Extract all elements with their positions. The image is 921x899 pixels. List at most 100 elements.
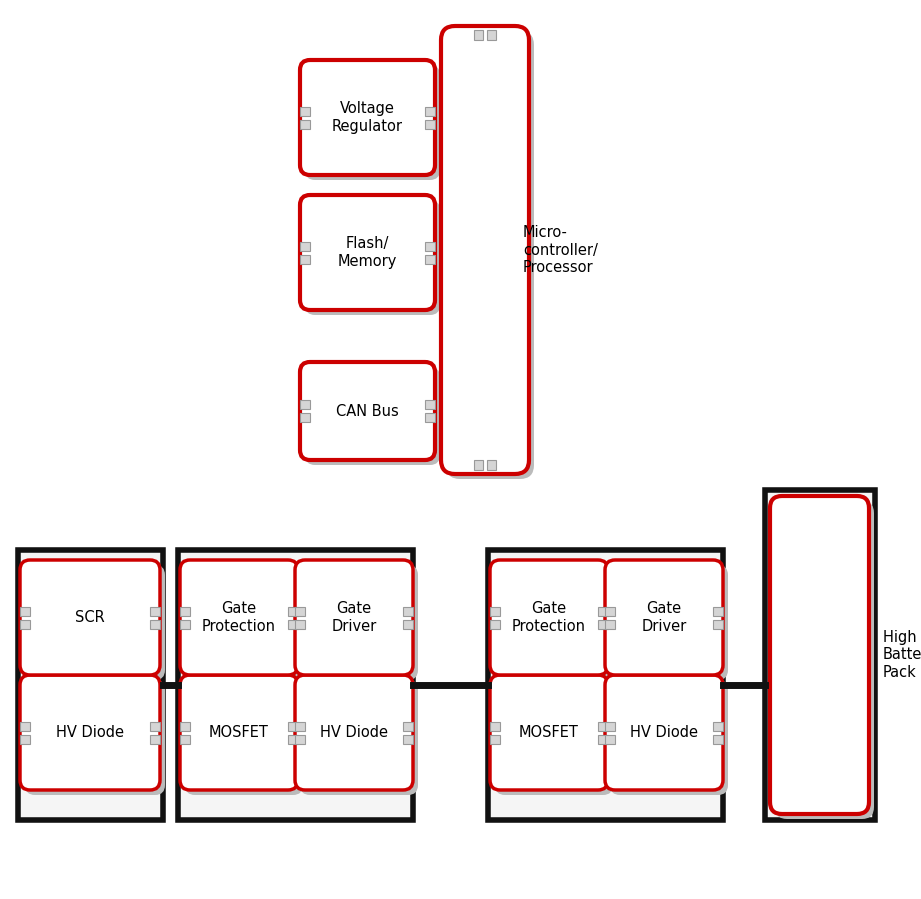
Bar [713, 734, 723, 743]
Bar [150, 607, 160, 616]
FancyBboxPatch shape [490, 560, 608, 675]
Bar [20, 722, 30, 731]
Bar [150, 734, 160, 743]
Bar [598, 734, 608, 743]
Bar [180, 722, 190, 731]
Bar [425, 254, 435, 263]
Bar [300, 400, 310, 409]
Text: MOSFET: MOSFET [519, 725, 579, 740]
FancyBboxPatch shape [300, 565, 418, 680]
Bar [490, 722, 500, 731]
Text: Gate
Protection: Gate Protection [512, 601, 586, 634]
FancyBboxPatch shape [495, 565, 613, 680]
FancyBboxPatch shape [610, 565, 728, 680]
Text: HV Diode: HV Diode [630, 725, 698, 740]
Bar [288, 607, 298, 616]
Bar [490, 619, 500, 628]
Bar [300, 106, 310, 115]
Bar [18, 550, 163, 820]
Bar [605, 734, 615, 743]
FancyBboxPatch shape [20, 560, 160, 675]
Bar [425, 413, 435, 422]
Text: High Voltage
Battery
Pack: High Voltage Battery Pack [883, 630, 921, 680]
Bar [300, 242, 310, 251]
Bar [490, 607, 500, 616]
Text: Gate
Protection: Gate Protection [202, 601, 276, 634]
Text: SCR: SCR [76, 610, 105, 625]
Bar [295, 607, 305, 616]
FancyBboxPatch shape [300, 362, 435, 460]
Bar [713, 722, 723, 731]
Bar [180, 607, 190, 616]
FancyBboxPatch shape [185, 680, 303, 795]
Bar [425, 400, 435, 409]
Bar [425, 120, 435, 129]
FancyBboxPatch shape [495, 680, 613, 795]
Bar [180, 734, 190, 743]
Bar [288, 619, 298, 628]
Text: HV Diode: HV Diode [320, 725, 388, 740]
Bar [713, 619, 723, 628]
FancyBboxPatch shape [295, 675, 413, 790]
FancyBboxPatch shape [300, 680, 418, 795]
Bar [403, 734, 413, 743]
FancyBboxPatch shape [305, 367, 440, 465]
FancyBboxPatch shape [300, 60, 435, 175]
Bar [425, 242, 435, 251]
Text: Flash/
Memory: Flash/ Memory [338, 236, 397, 269]
Bar [150, 722, 160, 731]
FancyBboxPatch shape [305, 200, 440, 315]
FancyBboxPatch shape [446, 31, 534, 479]
FancyBboxPatch shape [25, 565, 165, 680]
Bar [425, 106, 435, 115]
Bar [490, 734, 500, 743]
Bar [403, 722, 413, 731]
FancyBboxPatch shape [775, 501, 874, 819]
FancyBboxPatch shape [20, 675, 160, 790]
Text: CAN Bus: CAN Bus [336, 404, 399, 419]
Bar [300, 120, 310, 129]
Bar [180, 619, 190, 628]
Bar [598, 619, 608, 628]
Bar [713, 607, 723, 616]
FancyBboxPatch shape [180, 560, 298, 675]
FancyBboxPatch shape [180, 675, 298, 790]
Bar [598, 607, 608, 616]
Bar [20, 607, 30, 616]
Bar [288, 734, 298, 743]
Bar [605, 722, 615, 731]
Bar [403, 607, 413, 616]
Bar [474, 460, 483, 470]
Bar [20, 734, 30, 743]
FancyBboxPatch shape [441, 26, 529, 474]
Text: HV Diode: HV Diode [56, 725, 124, 740]
FancyBboxPatch shape [185, 565, 303, 680]
Bar [178, 550, 413, 820]
Bar [765, 490, 875, 820]
Text: Voltage
Regulator: Voltage Regulator [332, 102, 403, 134]
FancyBboxPatch shape [770, 496, 869, 814]
Bar [300, 413, 310, 422]
Bar [487, 460, 496, 470]
Bar [474, 30, 483, 40]
FancyBboxPatch shape [605, 560, 723, 675]
FancyBboxPatch shape [295, 560, 413, 675]
Text: MOSFET: MOSFET [209, 725, 269, 740]
Bar [605, 619, 615, 628]
Bar [295, 619, 305, 628]
FancyBboxPatch shape [300, 195, 435, 310]
Bar [288, 722, 298, 731]
Bar [598, 722, 608, 731]
Text: Gate
Driver: Gate Driver [332, 601, 377, 634]
Bar [403, 619, 413, 628]
Text: Gate
Driver: Gate Driver [641, 601, 687, 634]
Bar [487, 30, 496, 40]
FancyBboxPatch shape [490, 675, 608, 790]
Bar [605, 607, 615, 616]
FancyBboxPatch shape [25, 680, 165, 795]
Text: Micro-
controller/
Processor: Micro- controller/ Processor [523, 225, 598, 275]
FancyBboxPatch shape [610, 680, 728, 795]
Bar [488, 550, 723, 820]
FancyBboxPatch shape [605, 675, 723, 790]
Bar [295, 734, 305, 743]
